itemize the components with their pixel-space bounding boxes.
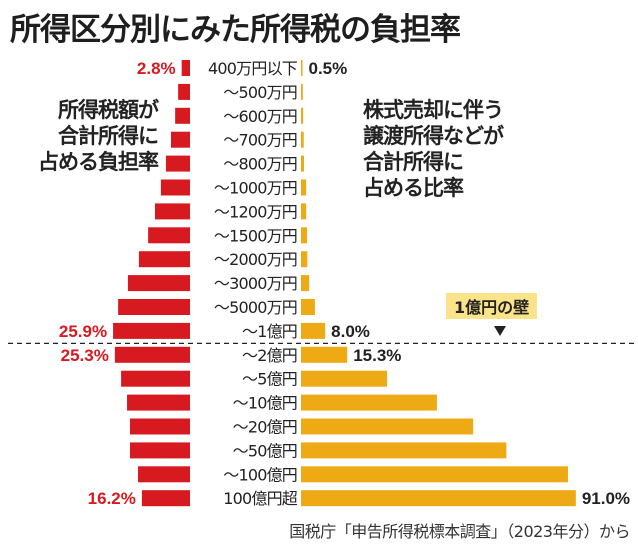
category-label: ～1000万円 — [214, 179, 297, 198]
left-bar — [118, 299, 190, 315]
left-bar — [121, 370, 190, 387]
left-bar — [130, 418, 190, 435]
left-bar — [148, 227, 190, 244]
left-bar — [127, 394, 190, 411]
left-bar — [114, 346, 190, 363]
category-label: ～10億円 — [233, 394, 297, 413]
annotation-arrow-icon — [494, 326, 506, 336]
left-value-label: 16.2% — [88, 489, 136, 508]
category-label: ～3000万円 — [214, 274, 297, 293]
annotation-callout: 1億円の壁 — [446, 293, 538, 319]
right-bar — [301, 418, 474, 435]
right-bar — [301, 466, 568, 483]
category-label: ～5億円 — [242, 370, 297, 389]
category-label: ～800万円 — [223, 155, 297, 174]
chart-title: 所得区分別にみた所得税の負担率 — [10, 12, 461, 48]
category-label: ～5000万円 — [214, 298, 297, 317]
right-bar — [301, 346, 348, 363]
category-label: ～2億円 — [242, 346, 297, 365]
left-series-description: 所得税額が 合計所得に 占める負担率 — [38, 98, 159, 174]
right-bar — [301, 370, 388, 387]
left-value-label: 2.8% — [137, 59, 176, 78]
left-value-label: 25.3% — [61, 346, 109, 365]
right-value-label: 91.0% — [582, 489, 630, 508]
right-bar — [301, 179, 307, 196]
category-label: ～20億円 — [233, 418, 297, 437]
category-label: ～1億円 — [242, 322, 297, 341]
right-bar — [301, 107, 304, 124]
category-label: 100億円超 — [223, 489, 298, 508]
left-bar — [181, 60, 190, 76]
right-bar — [301, 322, 326, 339]
category-label: ～1200万円 — [214, 202, 297, 221]
left-bar — [127, 275, 190, 292]
right-value-label: 0.5% — [309, 59, 348, 78]
category-label: ～50億円 — [233, 441, 297, 460]
left-value-label: 25.9% — [59, 322, 107, 341]
left-bar — [160, 179, 190, 196]
left-bar — [154, 203, 190, 220]
left-bar — [113, 322, 190, 339]
right-bar — [301, 490, 576, 507]
category-label: ～2000万円 — [214, 250, 297, 269]
right-bar — [301, 251, 308, 268]
right-bar — [301, 227, 308, 244]
right-bar — [301, 394, 437, 411]
right-bar — [301, 299, 315, 315]
right-bar — [301, 60, 303, 76]
right-bar — [301, 442, 507, 459]
left-bar — [165, 155, 190, 172]
left-bar — [130, 442, 190, 459]
right-value-label: 15.3% — [353, 346, 401, 365]
left-bar — [178, 83, 190, 100]
category-label: ～1500万円 — [214, 226, 297, 245]
right-bar — [301, 203, 307, 220]
category-label: ～600万円 — [223, 107, 297, 126]
right-bar — [301, 275, 310, 292]
left-bar — [175, 107, 190, 124]
right-bar — [301, 131, 304, 148]
category-label: ～700万円 — [223, 131, 297, 150]
left-bar — [138, 251, 190, 268]
category-label: ～500万円 — [223, 83, 297, 102]
right-series-description: 株式売却に伴う 譲渡所得などが 合計所得に 占める比率 — [363, 98, 504, 200]
right-bar — [301, 155, 305, 172]
left-bar — [138, 466, 190, 483]
category-label: 400万円以下 — [208, 59, 298, 78]
right-bar — [301, 83, 303, 100]
left-bar — [141, 490, 190, 507]
right-value-label: 8.0% — [331, 322, 370, 341]
left-bar — [170, 131, 190, 148]
category-label: ～100億円 — [223, 465, 297, 484]
source-note: 国税庁「申告所得税標本調査」（2023年分）から — [289, 522, 630, 541]
